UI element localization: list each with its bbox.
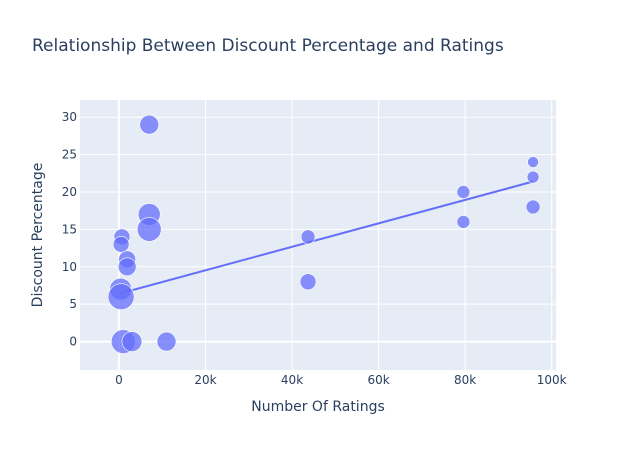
data-point: [112, 236, 130, 253]
data-point: [299, 273, 317, 291]
data-point: [121, 331, 143, 352]
data-point: [525, 199, 541, 215]
x-tick-label: 100k: [537, 373, 567, 387]
x-axis-label: Number Of Ratings: [251, 399, 385, 415]
data-point: [156, 331, 177, 352]
y-tick-label: 10: [62, 260, 77, 274]
data-point: [117, 257, 137, 277]
chart-title: Relationship Between Discount Percentage…: [32, 36, 504, 56]
y-tick-label: 20: [62, 185, 77, 199]
trendline-layer: [118, 180, 534, 295]
x-tick-label: 80k: [454, 373, 476, 387]
data-point: [139, 114, 160, 135]
y-tick-label: 5: [69, 297, 77, 311]
trendline: [118, 180, 534, 295]
x-tick-labels: 0 20k 40k 60k 80k 100k: [115, 373, 567, 387]
y-tick-labels: 0 5 10 15 20 25 30: [62, 110, 77, 348]
y-axis-label: Discount Percentage: [30, 163, 46, 308]
x-tick-label: 60k: [367, 373, 389, 387]
data-point: [526, 170, 540, 184]
data-points: [107, 114, 541, 354]
data-point: [136, 217, 162, 242]
y-tick-label: 30: [62, 110, 77, 124]
data-point: [300, 229, 316, 245]
x-tick-label: 0: [115, 373, 123, 387]
data-point: [107, 283, 135, 311]
y-tick-label: 15: [62, 222, 77, 236]
x-tick-label: 20k: [194, 373, 216, 387]
x-tick-label: 40k: [281, 373, 303, 387]
data-point: [527, 156, 539, 168]
y-tick-label: 25: [62, 148, 77, 162]
y-tick-label: 0: [69, 335, 77, 349]
grid-lines: [80, 100, 556, 370]
data-point: [456, 215, 471, 229]
data-point: [456, 185, 471, 199]
